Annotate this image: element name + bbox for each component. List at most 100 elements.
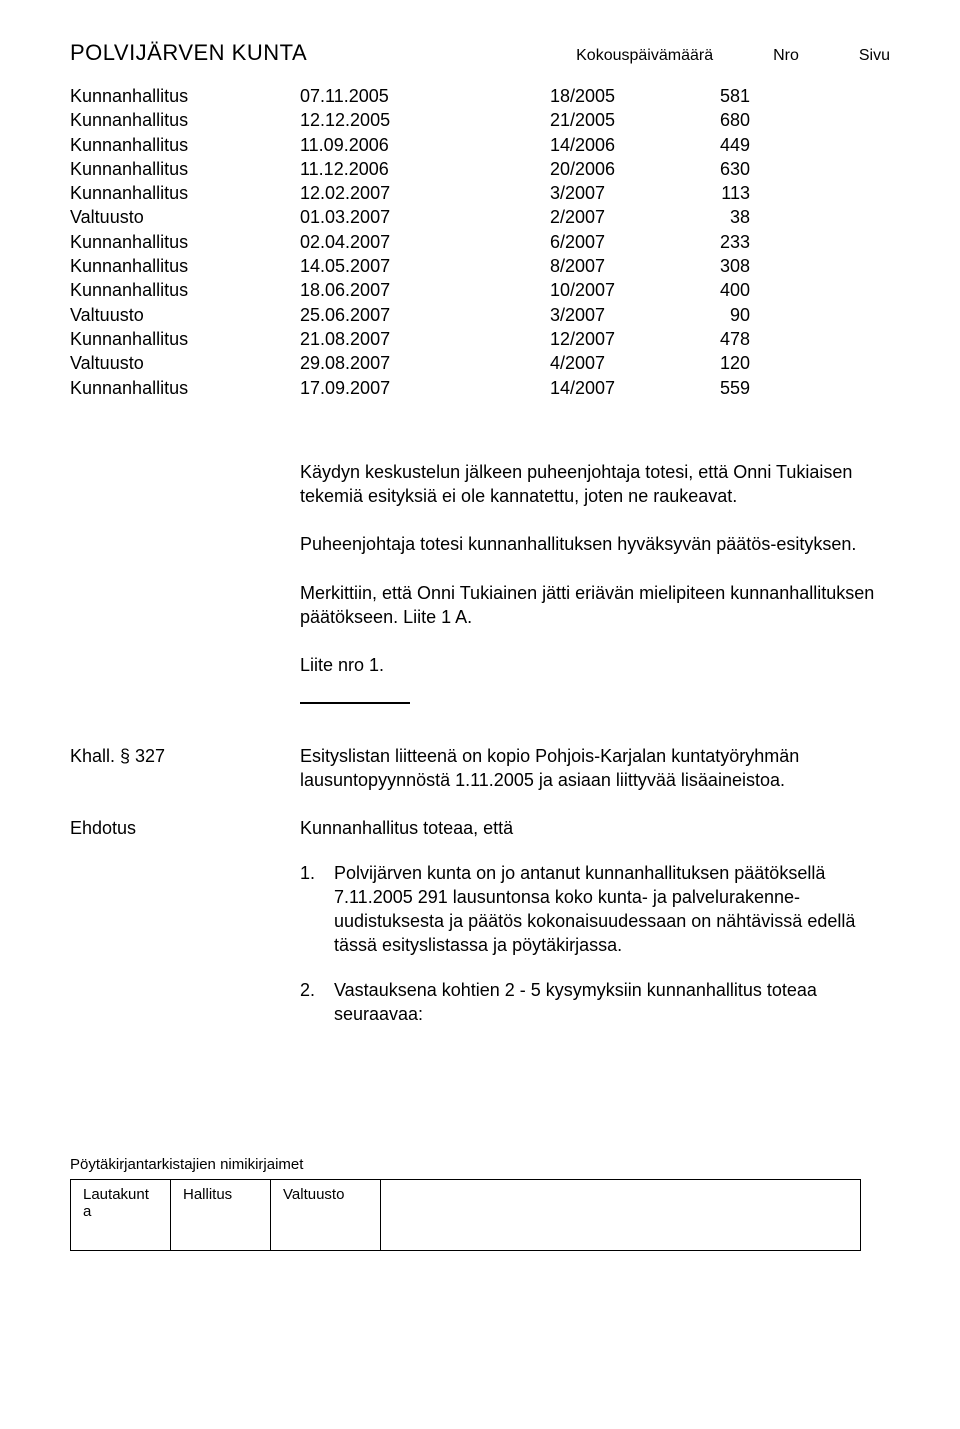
ehdotus-label: Ehdotus: [70, 816, 300, 1046]
meeting-row: Kunnanhallitus02.04.20076/2007233: [70, 230, 890, 254]
header-right: Kokouspäivämäärä Nro Sivu: [576, 47, 890, 65]
underline-rule: [300, 702, 410, 704]
meeting-sivu: 38: [670, 205, 750, 229]
khall-intro: Esityslistan liitteenä on kopio Pohjois-…: [300, 744, 890, 793]
meeting-row: Kunnanhallitus12.02.20073/2007113: [70, 181, 890, 205]
meeting-date: 11.12.2006: [300, 157, 550, 181]
meeting-body: Kunnanhallitus: [70, 157, 300, 181]
meeting-nro: 18/2005: [550, 84, 670, 108]
footer-table: Lautakunt a Hallitus Valtuusto: [70, 1179, 861, 1251]
meeting-date: 01.03.2007: [300, 205, 550, 229]
ehdotus-lead: Kunnanhallitus toteaa, että: [300, 816, 890, 840]
meeting-sivu: 559: [670, 376, 750, 400]
meeting-row: Kunnanhallitus07.11.200518/2005581: [70, 84, 890, 108]
meeting-sivu: 680: [670, 108, 750, 132]
meeting-body: Kunnanhallitus: [70, 230, 300, 254]
header-col-nro: Nro: [773, 47, 799, 65]
meeting-nro: 14/2006: [550, 133, 670, 157]
meeting-date: 07.11.2005: [300, 84, 550, 108]
ehdotus-items: 1.Polvijärven kunta on jo antanut kunnan…: [300, 861, 890, 1027]
meeting-nro: 14/2007: [550, 376, 670, 400]
meeting-sivu: 120: [670, 351, 750, 375]
footer-cell-text: Lautakunt: [83, 1186, 149, 1203]
list-item-number: 2.: [300, 978, 334, 1027]
khall-body: Esityslistan liitteenä on kopio Pohjois-…: [300, 744, 890, 817]
meeting-sivu: 113: [670, 181, 750, 205]
meeting-nro: 4/2007: [550, 351, 670, 375]
footer-cell-valtuusto: Valtuusto: [271, 1180, 381, 1251]
meeting-sivu: 233: [670, 230, 750, 254]
meeting-sivu: 478: [670, 327, 750, 351]
content-block: Käydyn keskustelun jälkeen puheenjohtaja…: [300, 460, 890, 704]
list-item: 1.Polvijärven kunta on jo antanut kunnan…: [300, 861, 890, 958]
meeting-row: Valtuusto25.06.20073/200790: [70, 303, 890, 327]
meeting-nro: 12/2007: [550, 327, 670, 351]
meeting-date: 21.08.2007: [300, 327, 550, 351]
meeting-date: 18.06.2007: [300, 278, 550, 302]
meeting-body: Kunnanhallitus: [70, 376, 300, 400]
org-title: POLVIJÄRVEN KUNTA: [70, 40, 307, 66]
meeting-row: Kunnanhallitus11.09.200614/2006449: [70, 133, 890, 157]
meeting-sivu: 581: [670, 84, 750, 108]
khall-label: Khall. § 327: [70, 744, 300, 817]
khall-section: Khall. § 327 Esityslistan liitteenä on k…: [70, 744, 890, 817]
footer-cell-text: Hallitus: [183, 1186, 232, 1203]
page: POLVIJÄRVEN KUNTA Kokouspäivämäärä Nro S…: [0, 0, 960, 1291]
meeting-date: 02.04.2007: [300, 230, 550, 254]
list-item-text: Polvijärven kunta on jo antanut kunnanha…: [334, 861, 890, 958]
list-item-number: 1.: [300, 861, 334, 958]
footer-label: Pöytäkirjantarkistajien nimikirjaimet: [70, 1156, 890, 1173]
paragraph: Liite nro 1.: [300, 653, 890, 677]
meeting-row: Valtuusto29.08.20074/2007120: [70, 351, 890, 375]
meeting-body: Kunnanhallitus: [70, 254, 300, 278]
footer-cell-lautakunta: Lautakunt a: [71, 1180, 171, 1251]
table-row: Lautakunt a Hallitus Valtuusto: [71, 1180, 861, 1251]
meeting-sivu: 449: [670, 133, 750, 157]
meeting-row: Kunnanhallitus18.06.200710/2007400: [70, 278, 890, 302]
meeting-date: 14.05.2007: [300, 254, 550, 278]
meetings-list: Kunnanhallitus07.11.200518/2005581Kunnan…: [70, 84, 890, 400]
meeting-body: Kunnanhallitus: [70, 108, 300, 132]
meeting-row: Kunnanhallitus21.08.200712/2007478: [70, 327, 890, 351]
meeting-nro: 6/2007: [550, 230, 670, 254]
meeting-date: 17.09.2007: [300, 376, 550, 400]
meeting-nro: 8/2007: [550, 254, 670, 278]
ehdotus-body: Kunnanhallitus toteaa, että 1.Polvijärve…: [300, 816, 890, 1046]
meeting-row: Kunnanhallitus14.05.20078/2007308: [70, 254, 890, 278]
meeting-body: Kunnanhallitus: [70, 181, 300, 205]
meeting-body: Valtuusto: [70, 205, 300, 229]
meeting-nro: 20/2006: [550, 157, 670, 181]
meeting-date: 12.12.2005: [300, 108, 550, 132]
list-item-text: Vastauksena kohtien 2 - 5 kysymyksiin ku…: [334, 978, 890, 1027]
meeting-date: 12.02.2007: [300, 181, 550, 205]
meeting-body: Kunnanhallitus: [70, 278, 300, 302]
footer: Pöytäkirjantarkistajien nimikirjaimet La…: [70, 1156, 890, 1251]
meeting-nro: 10/2007: [550, 278, 670, 302]
meeting-row: Kunnanhallitus12.12.200521/2005680: [70, 108, 890, 132]
paragraph: Merkittiin, että Onni Tukiainen jätti er…: [300, 581, 890, 630]
meeting-sivu: 400: [670, 278, 750, 302]
header-col-date: Kokouspäivämäärä: [576, 47, 713, 65]
meeting-nro: 21/2005: [550, 108, 670, 132]
meeting-nro: 3/2007: [550, 181, 670, 205]
paragraph: Käydyn keskustelun jälkeen puheenjohtaja…: [300, 460, 890, 509]
meeting-sivu: 90: [670, 303, 750, 327]
meeting-row: Kunnanhallitus17.09.200714/2007559: [70, 376, 890, 400]
meeting-body: Valtuusto: [70, 351, 300, 375]
meeting-date: 25.06.2007: [300, 303, 550, 327]
footer-cell-text: Valtuusto: [283, 1186, 344, 1203]
meeting-sivu: 308: [670, 254, 750, 278]
footer-cell-empty: [381, 1180, 861, 1251]
meeting-body: Valtuusto: [70, 303, 300, 327]
ehdotus-section: Ehdotus Kunnanhallitus toteaa, että 1.Po…: [70, 816, 890, 1046]
meeting-nro: 3/2007: [550, 303, 670, 327]
paragraph: Puheenjohtaja totesi kunnanhallituksen h…: [300, 532, 890, 556]
list-item: 2.Vastauksena kohtien 2 - 5 kysymyksiin …: [300, 978, 890, 1027]
meeting-row: Kunnanhallitus11.12.200620/2006630: [70, 157, 890, 181]
meeting-row: Valtuusto01.03.20072/200738: [70, 205, 890, 229]
meeting-date: 11.09.2006: [300, 133, 550, 157]
meeting-sivu: 630: [670, 157, 750, 181]
meeting-nro: 2/2007: [550, 205, 670, 229]
meeting-date: 29.08.2007: [300, 351, 550, 375]
footer-cell-hallitus: Hallitus: [171, 1180, 271, 1251]
